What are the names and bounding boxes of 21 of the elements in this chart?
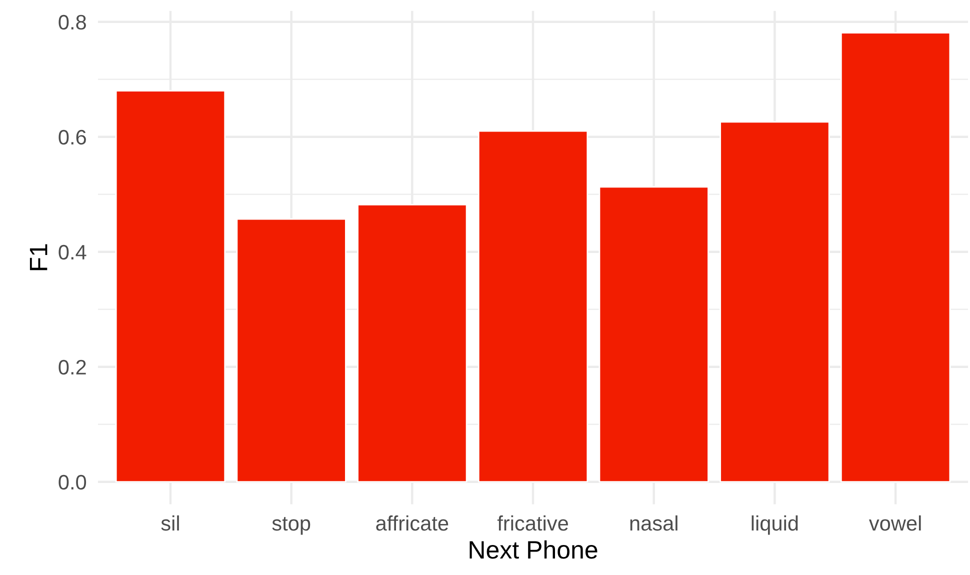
bar xyxy=(357,204,468,483)
bar xyxy=(115,90,226,483)
x-tick-label: vowel xyxy=(868,515,921,531)
y-tick-label: 0.4 xyxy=(58,244,86,260)
y-tick-label: 0.2 xyxy=(58,360,86,375)
bar xyxy=(720,121,830,483)
bar xyxy=(236,218,346,483)
x-axis-title: Next Phone xyxy=(470,540,598,559)
x-tick-label: liquid xyxy=(752,515,798,535)
y-tick-label: 0.6 xyxy=(58,130,86,145)
bar xyxy=(598,186,709,483)
x-tick-label: stop xyxy=(272,517,310,535)
x-tick-label: affricate xyxy=(376,515,448,531)
y-axis-title: F1 xyxy=(30,244,48,270)
bar xyxy=(478,130,588,483)
x-tick-label: nasal xyxy=(630,515,678,531)
x-tick-label: sil xyxy=(161,515,179,531)
x-tick-label: fricative xyxy=(497,515,568,531)
y-tick-label: 0.0 xyxy=(58,474,86,490)
y-tick-label: 0.8 xyxy=(58,14,86,30)
bar xyxy=(840,32,951,483)
